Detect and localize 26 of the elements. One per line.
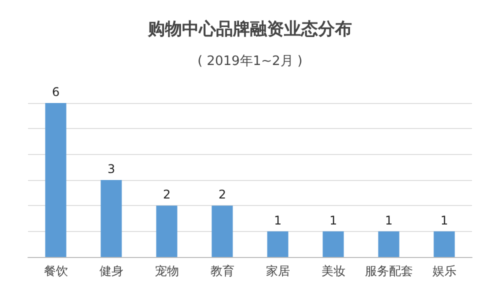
bar bbox=[267, 231, 288, 257]
data-label: 2 bbox=[162, 188, 171, 202]
data-label: 2 bbox=[218, 188, 226, 202]
x-tick-label: 教育 bbox=[210, 264, 234, 278]
bar bbox=[156, 206, 178, 257]
data-label: 1 bbox=[329, 213, 338, 228]
x-tick-label: 美妆 bbox=[321, 264, 346, 278]
bar bbox=[100, 180, 122, 257]
x-tick-label: 健身 bbox=[99, 264, 124, 278]
chart-title: 购物中心品牌融资业态分布 bbox=[147, 20, 352, 40]
data-label: 3 bbox=[107, 162, 116, 176]
bar bbox=[212, 206, 233, 257]
x-tick-label: 娱乐 bbox=[432, 264, 456, 278]
x-tick-label: 家居 bbox=[266, 264, 290, 278]
bar bbox=[378, 231, 400, 257]
data-label: 6 bbox=[52, 85, 60, 99]
data-label: 1 bbox=[384, 213, 393, 228]
x-tick-label: 宠物 bbox=[154, 264, 179, 278]
chart-subtitle: ( 2019年1~2月 ) bbox=[198, 54, 302, 69]
bar bbox=[322, 231, 344, 257]
bar bbox=[45, 103, 66, 257]
bar bbox=[434, 231, 455, 257]
x-tick-label: 餐饮 bbox=[44, 264, 68, 278]
data-label: 1 bbox=[440, 213, 448, 228]
x-tick-label: 服务配套 bbox=[364, 264, 413, 278]
data-label: 1 bbox=[274, 213, 282, 228]
